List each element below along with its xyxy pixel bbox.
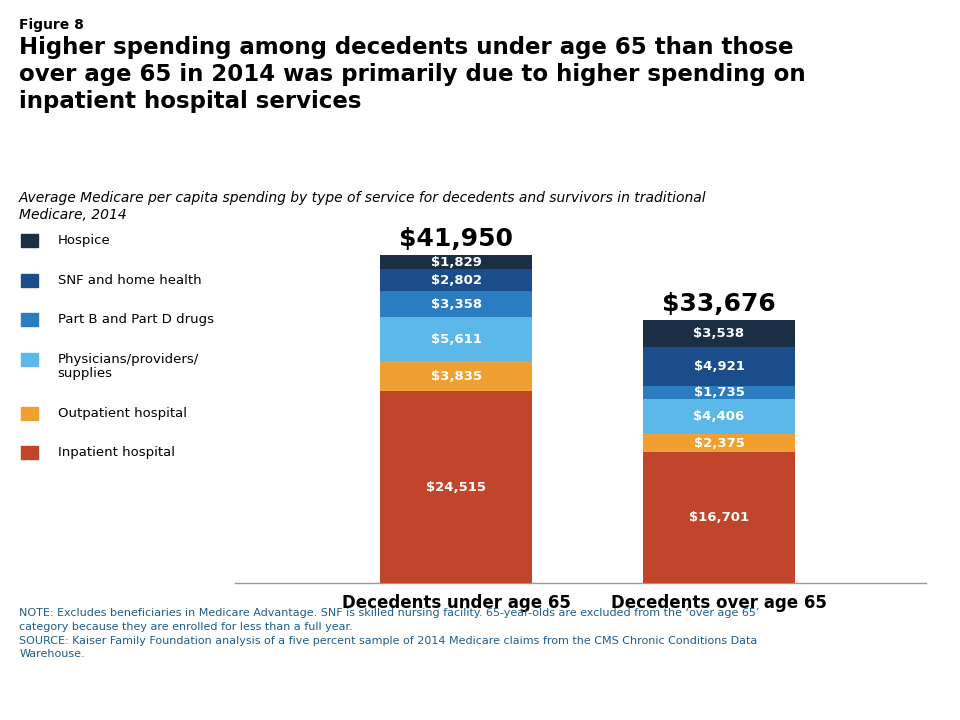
Text: Outpatient hospital: Outpatient hospital [58, 407, 186, 420]
Text: Higher spending among decedents under age 65 than those
over age 65 in 2014 was : Higher spending among decedents under ag… [19, 36, 805, 113]
Text: FAMILY: FAMILY [851, 678, 904, 692]
Text: Part B and Part D drugs: Part B and Part D drugs [58, 313, 213, 326]
Text: $3,538: $3,538 [693, 327, 745, 340]
Text: $4,921: $4,921 [694, 360, 744, 373]
Text: Figure 8: Figure 8 [19, 18, 84, 32]
Text: SNF and home health: SNF and home health [58, 274, 202, 287]
Text: Average Medicare per capita spending by type of service for decedents and surviv: Average Medicare per capita spending by … [19, 191, 707, 222]
Bar [643, 400, 795, 434]
Text: $16,701: $16,701 [689, 511, 749, 524]
Bar [380, 255, 533, 269]
Bar [643, 434, 795, 452]
Bar [380, 269, 533, 291]
Text: $33,676: $33,676 [662, 292, 776, 316]
Text: $3,835: $3,835 [431, 370, 482, 383]
Text: $2,375: $2,375 [694, 437, 744, 450]
Text: Physicians/providers/
supplies: Physicians/providers/ supplies [58, 353, 199, 380]
Bar [643, 320, 795, 347]
Text: NOTE: Excludes beneficiaries in Medicare Advantage. SNF is skilled nursing facil: NOTE: Excludes beneficiaries in Medicare… [19, 608, 759, 660]
Text: $3,358: $3,358 [431, 298, 482, 311]
Text: $24,515: $24,515 [426, 481, 487, 494]
Bar [643, 452, 795, 583]
Text: FOUNDATION: FOUNDATION [852, 703, 902, 712]
Text: $2,802: $2,802 [431, 274, 482, 287]
Bar [380, 318, 533, 361]
Text: $1,829: $1,829 [431, 256, 482, 269]
Bar [380, 361, 533, 392]
Text: $41,950: $41,950 [399, 227, 514, 251]
Text: KAISER: KAISER [841, 647, 914, 665]
Bar [380, 392, 533, 583]
Bar [380, 291, 533, 318]
Text: $5,611: $5,611 [431, 333, 482, 346]
Bar [643, 386, 795, 400]
Text: $4,406: $4,406 [693, 410, 745, 423]
Text: $1,735: $1,735 [694, 386, 744, 399]
Text: THE HENRY J.: THE HENRY J. [852, 621, 902, 629]
Text: Inpatient hospital: Inpatient hospital [58, 446, 175, 459]
Text: Hospice: Hospice [58, 234, 110, 247]
Bar [643, 347, 795, 386]
